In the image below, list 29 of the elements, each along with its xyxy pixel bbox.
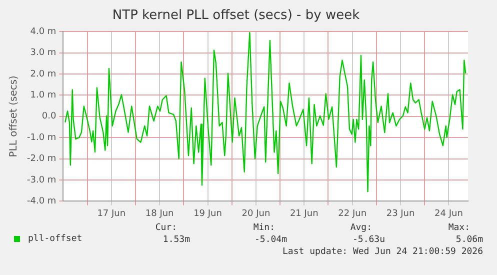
x-tick-label: 23 Jun <box>386 208 415 219</box>
text: Max: <box>448 223 470 233</box>
x-tick-label: 18 Jun <box>145 208 174 219</box>
y-tick-label: -1.0 m <box>26 132 56 143</box>
text: -5.63u <box>352 235 385 245</box>
text: Last update: Wed Jun 24 21:00:59 2026 <box>282 247 483 257</box>
y-axis-title: PLL offset (secs) <box>8 75 20 158</box>
y-tick-label: -4.0 m <box>26 196 56 207</box>
text: Cur: <box>155 223 177 233</box>
y-tick-label: 0.0 <box>42 112 56 122</box>
y-tick-label: -2.0 m <box>26 154 56 164</box>
y-tick-label: 3.0 m <box>30 48 56 58</box>
text: Min: <box>253 223 275 233</box>
x-tick-label: 20 Jun <box>242 208 270 219</box>
text: 5.06m <box>456 235 483 245</box>
text: -5.04m <box>254 235 287 245</box>
x-tick-label: 22 Jun <box>338 208 367 219</box>
x-tick-label: 21 Jun <box>290 208 318 219</box>
text: 1.53m <box>162 235 190 245</box>
legend-label: pll-offset <box>28 234 82 244</box>
y-tick-label: 4.0 m <box>30 26 56 37</box>
x-tick-label: 24 Jun <box>434 208 463 219</box>
y-tick-label: 1.0 m <box>30 90 56 101</box>
x-tick-label: 19 Jun <box>194 208 222 219</box>
y-tick-label: 2.0 m <box>30 69 56 80</box>
x-tick-label: 17 Jun <box>97 208 126 219</box>
y-tick-label: -3.0 m <box>26 175 56 186</box>
text: Avg: <box>350 223 372 233</box>
chart-title: NTP kernel PLL offset (secs) - by week <box>112 8 360 24</box>
